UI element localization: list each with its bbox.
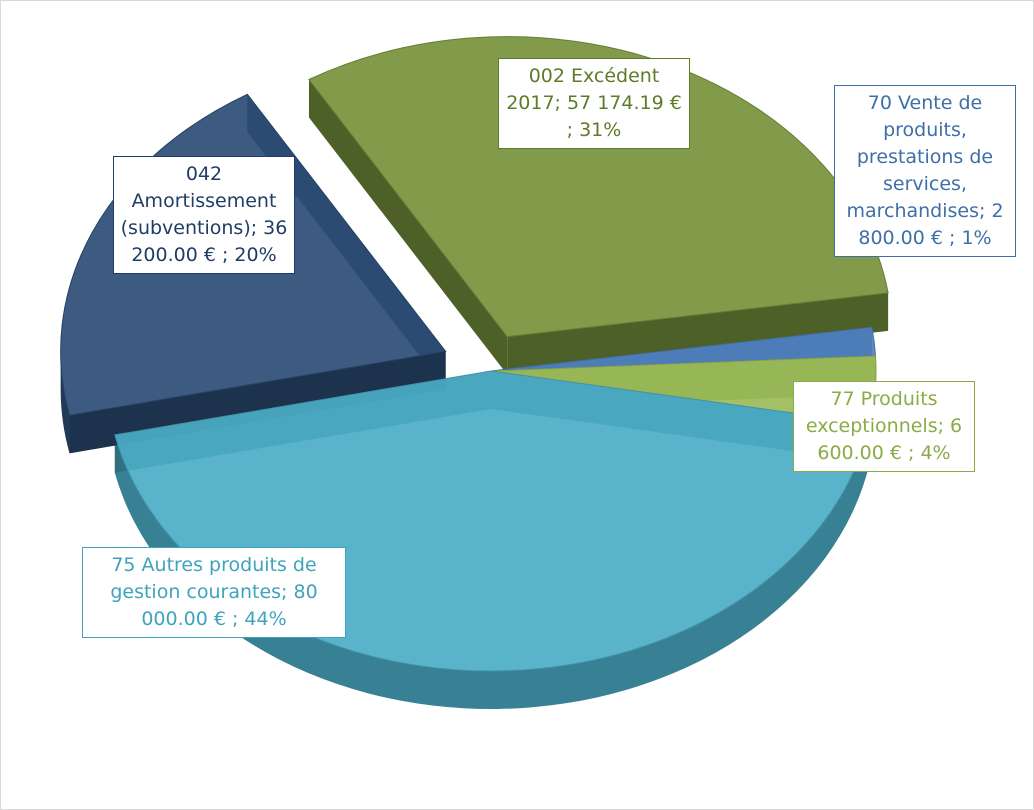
data-label: 002 Excédent 2017; 57 174.19 € ; 31% [498, 58, 690, 149]
data-label: 77 Produits exceptionnels; 6 600.00 € ; … [793, 381, 975, 472]
slice-side [60, 351, 70, 454]
slice-edge [507, 292, 889, 375]
data-label: 75 Autres produits de gestion courantes;… [82, 547, 346, 638]
slice-edge [308, 79, 508, 375]
data-label: 042 Amortissement (subventions); 36 200.… [113, 156, 295, 274]
data-label: 70 Vente de produits, prestations de ser… [834, 85, 1016, 257]
